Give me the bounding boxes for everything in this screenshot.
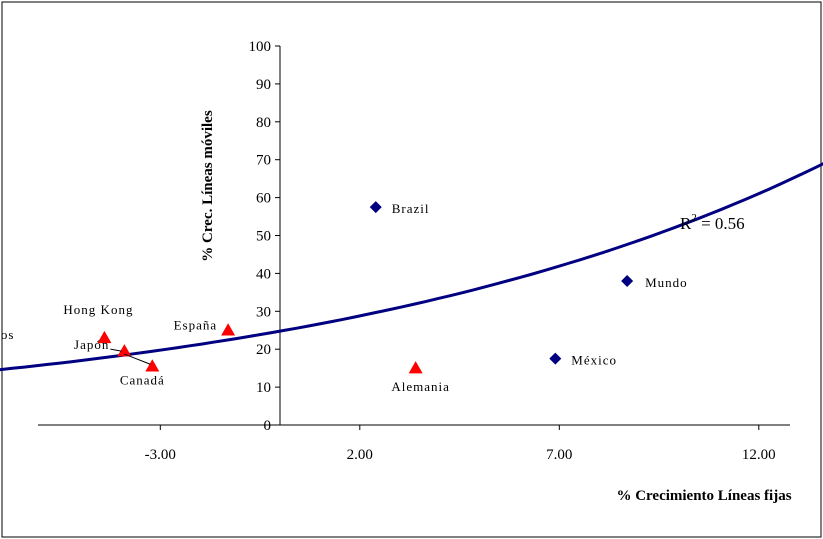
label-espa-a: España [174, 317, 218, 332]
label-hong-kong: Hong Kong [63, 302, 133, 317]
y-tick-label: 60 [256, 191, 271, 207]
label-jap-n: Japón [74, 337, 109, 352]
point-alemania [408, 361, 423, 374]
label-alemania: Alemania [391, 379, 450, 394]
point-m-xico [549, 352, 562, 365]
axes: 0102030405060708090100-8.00-3.002.007.00… [38, 39, 790, 463]
y-tick-label: 20 [256, 342, 271, 358]
y-tick-label: 30 [256, 304, 271, 320]
point-canad- [145, 359, 160, 372]
point-espa-a [221, 323, 236, 336]
x-tick-label: 2.00 [347, 447, 373, 463]
x-tick-label: 12.00 [742, 447, 776, 463]
point-brazil [369, 201, 382, 214]
x-tick-label: -3.00 [145, 447, 176, 463]
label-estados-unidos: Estados Unidos [0, 327, 14, 342]
points-group [97, 201, 634, 374]
x-axis-title: % Crecimiento Líneas fijas [616, 488, 791, 504]
y-tick-label: 0 [264, 418, 272, 434]
x-tick-label: 7.00 [546, 447, 572, 463]
y-axis-title: % Crec. Líneas móviles [200, 110, 216, 262]
leader-line-japon [110, 348, 122, 352]
point-labels: ColombiaBrazilMundoMéxicoEstados UnidosH… [0, 201, 688, 394]
y-tick-label: 40 [256, 266, 271, 282]
trendline-group [0, 162, 823, 372]
r-squared-annotation: R2 = 0.56 [680, 212, 745, 233]
label-m-xico: México [571, 353, 617, 368]
y-tick-label: 100 [249, 39, 272, 55]
point-jap-n [117, 344, 132, 357]
y-tick-label: 70 [256, 153, 271, 169]
trendline [0, 162, 823, 372]
label-brazil: Brazil [392, 201, 430, 216]
label-mundo: Mundo [645, 275, 688, 290]
point-hong-kong [97, 330, 112, 344]
label-canad-: Canadá [120, 372, 165, 387]
y-tick-label: 90 [256, 77, 271, 93]
leader-line-canada [124, 353, 151, 365]
y-tick-label: 50 [256, 229, 271, 245]
point-mundo [621, 274, 634, 287]
y-tick-label: 80 [256, 115, 271, 131]
y-tick-label: 10 [256, 380, 271, 396]
